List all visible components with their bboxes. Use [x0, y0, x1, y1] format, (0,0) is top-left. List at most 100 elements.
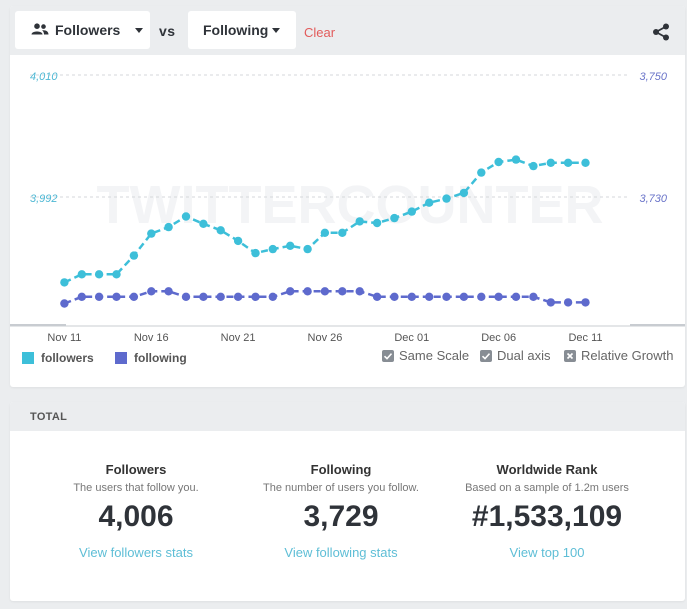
x-axis-tick-label: Dec 01 [394, 332, 429, 344]
data-point-followers [407, 207, 416, 216]
data-point-followers [181, 212, 191, 221]
total-heading: TOTAL [30, 411, 68, 423]
data-point-followers [233, 236, 243, 246]
data-point-following [147, 287, 156, 296]
data-point-followers [390, 213, 399, 223]
data-point-followers [303, 244, 312, 254]
chevron-down-icon [135, 28, 143, 33]
stat-value: 3,729 [303, 500, 379, 533]
stat-following: Following The number of users you follow… [241, 462, 441, 560]
x-axis-tick-label: Nov 16 [134, 332, 169, 344]
data-point-following [286, 287, 295, 296]
data-point-followers [320, 228, 330, 237]
data-point-following [199, 292, 208, 301]
data-point-following [233, 292, 243, 301]
data-point-followers [199, 219, 208, 228]
view-followers-stats-link[interactable]: View followers stats [79, 545, 193, 560]
data-point-followers [442, 194, 451, 203]
data-point-following [112, 292, 121, 301]
stat-followers: Followers The users that follow you. 4,0… [36, 462, 236, 560]
x-axis-tick-label: Dec 06 [481, 332, 516, 344]
data-point-followers [529, 161, 538, 171]
x-axis-tick-label: Nov 26 [308, 332, 343, 344]
data-point-following [563, 298, 573, 307]
data-point-followers [355, 217, 364, 226]
data-point-followers [494, 157, 503, 167]
data-point-following [407, 292, 416, 301]
data-point-following [77, 292, 87, 301]
data-point-following [129, 292, 139, 301]
data-point-following [320, 287, 330, 296]
data-point-following [494, 292, 503, 301]
data-point-following [372, 292, 382, 301]
stat-subtitle: The users that follow you. [73, 482, 199, 494]
series-b-dropdown[interactable]: Following [188, 11, 296, 49]
data-point-followers [94, 270, 104, 279]
share-icon[interactable] [652, 23, 670, 41]
legend-label-followers: followers [41, 351, 94, 365]
users-icon [31, 23, 49, 35]
data-point-followers [112, 270, 121, 279]
same-scale-label: Same Scale [399, 348, 470, 363]
legend-label-following: following [134, 351, 187, 365]
data-point-followers [77, 270, 87, 279]
stat-title: Worldwide Rank [496, 462, 598, 477]
data-point-followers [147, 229, 156, 238]
data-point-followers [216, 226, 225, 235]
data-point-followers [164, 222, 173, 232]
data-point-followers [268, 244, 277, 254]
x-axis-tick-label: Nov 11 [47, 332, 81, 344]
data-point-followers [459, 188, 469, 198]
checkbox-checked-icon [480, 349, 492, 362]
data-point-following [338, 287, 347, 296]
watermark: TWITTERCOUNTER [97, 175, 604, 235]
data-point-following [268, 292, 277, 301]
data-point-followers [581, 158, 590, 167]
total-header: TOTAL [10, 402, 685, 431]
data-point-following [216, 292, 225, 301]
clear-button[interactable]: Clear [304, 25, 336, 40]
right-axis-tick-label: 3,730 [639, 193, 667, 205]
data-point-following [529, 292, 538, 301]
stat-title: Following [310, 462, 372, 477]
data-point-followers [511, 155, 521, 164]
series-a-label: Followers [55, 22, 121, 38]
data-point-followers [286, 241, 295, 250]
data-point-following [164, 287, 173, 296]
data-point-followers [563, 158, 573, 167]
dual-axis-checkbox[interactable]: Dual axis [480, 348, 550, 363]
data-point-following [303, 287, 312, 296]
legend-swatch-followers [22, 352, 34, 364]
same-scale-checkbox[interactable]: Same Scale [382, 348, 469, 363]
x-axis-tick-label: Dec 11 [568, 332, 602, 344]
data-point-following [94, 292, 104, 301]
total-card: TOTAL Followers The users that follow yo… [10, 402, 685, 601]
line-chart: TWITTERCOUNTER 4,010 3,992 3,750 3,730 Nov 11… [10, 71, 685, 344]
data-point-followers [251, 248, 260, 258]
series-a-dropdown[interactable]: Followers [15, 11, 150, 49]
relative-growth-checkbox[interactable]: Relative Growth [564, 348, 673, 363]
legend-followers[interactable]: followers [22, 351, 94, 365]
data-point-followers [477, 168, 486, 177]
stat-value: 4,006 [98, 500, 174, 533]
stat-subtitle: The number of users you follow. [263, 482, 419, 494]
x-axis-tick-label: Nov 21 [221, 332, 256, 344]
stat-worldwide-rank: Worldwide Rank Based on a sample of 1.2m… [447, 462, 647, 560]
data-point-followers [129, 251, 139, 260]
stat-title: Followers [105, 462, 167, 477]
data-point-following [581, 298, 590, 307]
view-following-stats-link[interactable]: View following stats [284, 545, 398, 560]
data-point-following [459, 292, 469, 301]
vs-label: vs [159, 23, 176, 39]
series-b-label: Following [203, 22, 269, 38]
data-point-following [390, 292, 399, 301]
data-point-following [181, 292, 191, 301]
data-point-followers [425, 198, 434, 207]
data-point-followers [546, 158, 555, 167]
view-top-100-link[interactable]: View top 100 [509, 545, 585, 560]
left-axis-tick-label: 4,010 [30, 71, 58, 83]
relative-growth-label: Relative Growth [581, 348, 674, 363]
data-point-following [546, 298, 555, 307]
legend-following[interactable]: following [115, 351, 187, 365]
right-axis-tick-label: 3,750 [639, 71, 667, 83]
